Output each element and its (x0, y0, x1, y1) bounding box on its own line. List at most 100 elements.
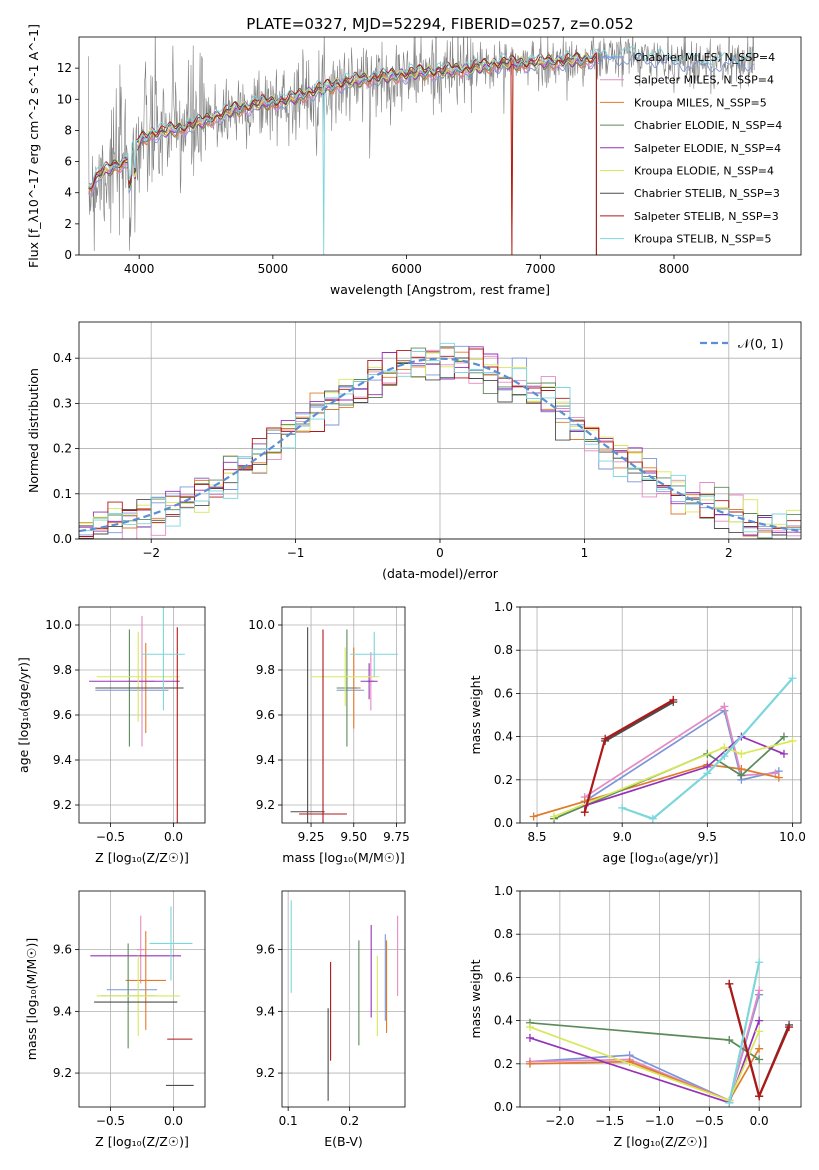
weight-series-line (529, 994, 760, 1102)
y-tick-label: 9.6 (53, 708, 72, 722)
weight-marker (725, 1098, 734, 1107)
x-tick-label: 0.0 (750, 1114, 769, 1128)
weight-marker (755, 1044, 764, 1053)
x-tick-label: 10.0 (779, 830, 806, 844)
panel-age-vs-mass: 9.25 9.50 9.75 9.2 9.4 9.6 9.8 10.0 mass [log₁₀(… (248, 606, 410, 865)
y-tick-label: 9.2 (53, 1066, 72, 1080)
weight-series-line (529, 1048, 760, 1102)
weight-marker (618, 803, 627, 812)
axes-frame (519, 606, 802, 824)
axes-frame (281, 890, 406, 1108)
y-tick-label: 9.4 (53, 753, 72, 767)
error-bar-point (299, 629, 347, 823)
error-bar-point (350, 631, 399, 677)
weight-marker (755, 1027, 764, 1036)
x-axis-label: Z [log₁₀(Z/Z☉)] (95, 850, 189, 865)
y-tick-label: 9.2 (256, 798, 275, 812)
axes-frame (78, 321, 802, 540)
x-tick-label: 9.0 (613, 830, 632, 844)
x-tick-label: 7000 (525, 262, 556, 276)
x-axis-label: Z [log₁₀(Z/Z☉)] (95, 1134, 189, 1149)
weight-series-line (584, 709, 780, 803)
panel-age-vs-Z: −0.5 0.0 9.2 9.4 9.6 9.8 10.0 Z [log₁₀(Z/Z☉)] ag… (16, 606, 206, 865)
error-bar-point (96, 955, 180, 1037)
y-tick-label: 0.4 (494, 730, 513, 744)
y-tick-label: 9.6 (256, 943, 275, 957)
weight-marker (785, 1023, 794, 1032)
y-tick-label: 1.0 (494, 600, 513, 614)
panel-weight-vs-Z: −2.0 −1.5 −1.0 −0.5 0.0 0.0 0.2 0.4 0.6 0.8 1.0 Z [… (468, 884, 802, 1149)
y-tick-label: 0 (64, 248, 72, 262)
x-tick-label: −1.5 (595, 1114, 624, 1128)
legend-entry: Salpeter MILES, N_SSP=4 (634, 74, 774, 87)
x-tick-label: 1 (581, 546, 589, 560)
weight-marker (720, 752, 729, 761)
panel-weight-vs-age: 8.5 9.0 9.5 10.0 0.0 0.2 0.4 0.6 0.8 1.0 age [log₁… (468, 600, 806, 865)
panel-mass-vs-Z: −0.5 0.0 9.2 9.4 9.6 Z [log₁₀(Z/Z☉)] mass [log… (24, 890, 206, 1149)
legend-entry: Chabrier ELODIE, N_SSP=4 (634, 119, 782, 132)
model-spectrum (88, 52, 597, 255)
plot-area (290, 627, 399, 823)
plot-area (529, 674, 797, 823)
y-tick-label: 0.0 (494, 816, 513, 830)
error-bar-point (290, 627, 325, 823)
y-axis-label: mass [log₁₀(M/M☉)] (24, 938, 39, 1060)
residual-histogram (79, 342, 801, 533)
x-tick-label: 9.5 (698, 830, 717, 844)
plot-area (89, 607, 185, 823)
x-tick-label: 0.2 (340, 1114, 359, 1128)
y-tick-label: 0.1 (53, 487, 72, 501)
y-tick-label: 10.0 (248, 618, 275, 632)
weight-series-line (584, 735, 785, 807)
error-bar-point (149, 906, 193, 981)
y-tick-label: 2 (64, 217, 72, 231)
x-tick-label: 9.25 (298, 830, 325, 844)
x-tick-label: 0.0 (164, 830, 183, 844)
x-axis-label: age [log₁₀(age/yr)] (603, 850, 719, 865)
x-tick-label: −1.0 (645, 1114, 674, 1128)
error-bar-point (336, 629, 358, 747)
weight-series-line (533, 763, 780, 818)
y-tick-label: 8 (64, 123, 72, 137)
x-tick-label: −0.5 (695, 1114, 724, 1128)
y-tick-label: 0.6 (494, 686, 513, 700)
x-tick-label: −2.0 (545, 1114, 574, 1128)
weight-series-line (604, 701, 674, 742)
weight-marker (725, 1036, 734, 1045)
weight-marker (755, 1016, 764, 1025)
y-tick-label: 10.0 (45, 618, 72, 632)
y-tick-label: 9.4 (53, 1004, 72, 1018)
y-tick-label: 1.0 (494, 884, 513, 898)
weight-marker (737, 771, 746, 780)
y-tick-label: 9.2 (256, 1066, 275, 1080)
weight-series-line (583, 698, 674, 813)
y-axis-label: Normed distribution (26, 368, 41, 493)
weight-marker (779, 732, 788, 741)
weight-marker (525, 1033, 534, 1042)
y-tick-label: 0.8 (494, 927, 513, 941)
x-axis-label: wavelength [Angstrom, rest frame] (330, 282, 550, 297)
error-bar-point (360, 663, 378, 700)
plot-area (290, 900, 399, 1101)
x-tick-label: −1 (287, 546, 305, 560)
axes-frame (281, 606, 406, 824)
axes-frame (78, 890, 206, 1108)
x-axis-label: E(B-V) (324, 1134, 363, 1149)
y-tick-label: 0.2 (53, 442, 72, 456)
weight-marker (755, 1055, 764, 1064)
weight-series-line (529, 990, 760, 1102)
x-tick-label: 0 (436, 546, 444, 560)
y-tick-label: 9.4 (256, 753, 275, 767)
weight-marker (703, 769, 712, 778)
x-tick-label: 2 (725, 546, 733, 560)
y-tick-label: 10 (57, 92, 72, 106)
weight-marker (525, 1023, 534, 1032)
x-tick-label: 4000 (124, 262, 155, 276)
weight-series-line (553, 740, 793, 818)
error-bar-point (142, 607, 185, 711)
y-tick-label: 0.2 (494, 1057, 513, 1071)
error-bar-point (96, 631, 180, 722)
axes-frame (519, 890, 802, 1108)
weight-series-line (529, 1021, 760, 1061)
weight-marker (755, 1092, 764, 1101)
